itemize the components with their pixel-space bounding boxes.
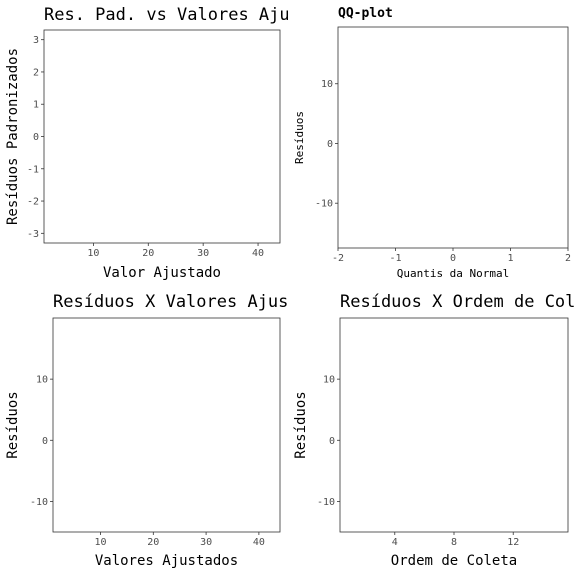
y-tick-label: -3 bbox=[27, 229, 39, 240]
y-tick-label: 0 bbox=[33, 132, 39, 143]
y-axis-title: Resíduos bbox=[293, 391, 309, 458]
y-tick-label: 10 bbox=[36, 375, 48, 386]
x-tick-label: 40 bbox=[252, 248, 264, 259]
x-tick-label: 40 bbox=[253, 537, 265, 548]
y-tick-label: 1 bbox=[33, 100, 39, 111]
panel-residuals-vs-order: 4 8 12 -10 0 10 Resíduos X Ordem de Coleta Orde… bbox=[293, 292, 576, 569]
x-tick-label: 2 bbox=[565, 253, 571, 264]
y-tick-label: -10 bbox=[315, 199, 333, 210]
y-tick-label: -2 bbox=[27, 197, 39, 208]
y-tick-label: 10 bbox=[321, 79, 333, 90]
y-tick-label: 2 bbox=[33, 67, 39, 78]
x-tick-label: 12 bbox=[507, 537, 519, 548]
x-tick-label: -2 bbox=[332, 253, 344, 264]
x-axis-title: Ordem de Coleta bbox=[391, 553, 517, 569]
panel-border bbox=[337, 26, 569, 249]
y-tick-label: 3 bbox=[33, 35, 39, 46]
plot-title: Resíduos X Valores Ajustados bbox=[53, 292, 340, 312]
y-tick-label: 0 bbox=[327, 139, 333, 150]
y-tick-label: 10 bbox=[323, 375, 335, 386]
y-tick-label: -10 bbox=[317, 497, 335, 508]
panel-border bbox=[339, 317, 569, 533]
x-tick-label: 4 bbox=[392, 537, 398, 548]
x-tick-label: 8 bbox=[451, 537, 457, 548]
y-tick-label: 0 bbox=[329, 436, 335, 447]
x-tick-label: 0 bbox=[450, 253, 456, 264]
plot-title: QQ-plot bbox=[338, 6, 393, 21]
panel-border bbox=[43, 29, 281, 244]
x-tick-label: 30 bbox=[197, 248, 209, 259]
panel-border bbox=[52, 317, 281, 533]
y-axis-title: Resíduos bbox=[5, 391, 21, 458]
x-tick-label: 30 bbox=[200, 537, 212, 548]
x-tick-label: 10 bbox=[94, 537, 106, 548]
panel-residuals-vs-fitted: 10 20 30 40 -10 0 10 Resíduos X Valores Ajustad… bbox=[5, 292, 340, 569]
y-tick-label: -10 bbox=[30, 497, 48, 508]
x-tick-label: 20 bbox=[147, 537, 159, 548]
x-tick-label: -1 bbox=[389, 253, 401, 264]
plot-title: Resíduos X Ordem de Coleta bbox=[340, 292, 576, 312]
y-tick-label: -1 bbox=[27, 164, 39, 175]
y-axis-title: Resíduos bbox=[293, 111, 306, 164]
x-tick-label: 20 bbox=[142, 248, 154, 259]
y-axis-title: Resíduos Padronizados bbox=[5, 48, 21, 225]
x-tick-label: 10 bbox=[87, 248, 99, 259]
x-tick-label: 1 bbox=[507, 253, 513, 264]
y-tick-label: 0 bbox=[42, 436, 48, 447]
x-axis-title: Quantis da Normal bbox=[397, 267, 510, 280]
x-axis-title: Valor Ajustado bbox=[103, 265, 221, 281]
plot-title: Res. Pad. vs Valores Ajustados bbox=[44, 5, 351, 25]
x-axis-title: Valores Ajustados bbox=[95, 553, 238, 569]
